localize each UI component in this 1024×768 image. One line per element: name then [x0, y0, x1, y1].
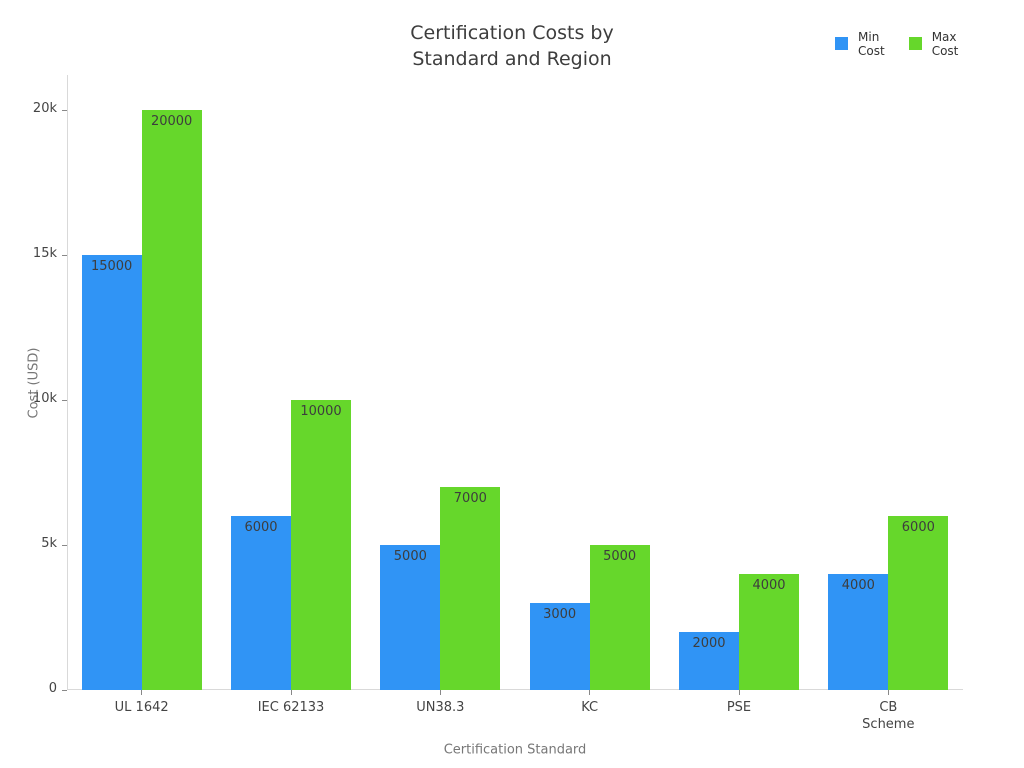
x-tick-mark: [290, 690, 292, 695]
x-tick-mark: [738, 690, 740, 695]
plot-area: 0 5k 10k 15k 20k UL 1642 IEC 62133 UN38.3 KC PSE C…: [33, 75, 963, 732]
x-tick-mark: [589, 690, 591, 695]
y-tick-mark: [62, 254, 67, 256]
x-tick-label-iec-62133: IEC 62133: [221, 699, 361, 716]
x-tick-label-line: UL 1642: [114, 700, 169, 715]
x-tick-label-pse: PSE: [669, 699, 809, 716]
bar-value-label: 2000: [692, 636, 726, 651]
x-tick-label-line: PSE: [726, 700, 752, 715]
y-tick-mark: [62, 544, 67, 546]
chart-title-line-1: Certification Costs by: [410, 22, 614, 44]
x-tick-mark: [887, 690, 889, 695]
legend-swatch-icon: [908, 37, 922, 50]
bar-value-label: 10000: [300, 404, 342, 419]
legend-swatch-icon: [835, 37, 848, 50]
bar-value-label: 4000: [752, 578, 786, 593]
legend-label: Min Cost: [858, 30, 885, 58]
bar-value-label: 20000: [150, 114, 193, 129]
bar-value-label: 6000: [901, 520, 935, 535]
bar-max-cost-un38-3: 7000: [440, 487, 501, 690]
x-tick-label-kc: KC: [520, 699, 660, 716]
bar-max-cost-cb-scheme: 6000: [888, 516, 949, 690]
x-tick-label-cb-scheme: CB Scheme: [818, 699, 958, 733]
y-tick-label: 15k: [32, 246, 57, 261]
y-tick-mark: [62, 109, 67, 111]
bar-value-label: 7000: [453, 491, 487, 506]
y-tick-label: 5k: [41, 536, 57, 551]
bar-value-label: 3000: [543, 607, 577, 622]
legend-item-min-cost[interactable]: Min Cost: [835, 30, 885, 58]
y-tick-label: 20k: [32, 101, 57, 116]
chart-title: Certification Costs by Standard and Regi…: [0, 20, 1024, 72]
x-tick-label-ul-1642: UL 1642: [72, 699, 212, 716]
bar-min-cost-cb-scheme: 4000: [828, 574, 889, 690]
chart-title-line-2: Standard and Region: [412, 48, 612, 70]
bar-min-cost-un38-3: 5000: [380, 545, 441, 690]
y-tick-mark: [62, 399, 67, 401]
x-tick-label-un38-3: UN38.3: [370, 699, 510, 716]
y-tick-mark: [62, 689, 67, 691]
legend-label: Max Cost: [932, 30, 959, 58]
bar-max-cost-iec-62133: 10000: [291, 400, 351, 690]
legend: Min Cost Max Cost: [835, 30, 958, 58]
x-tick-mark: [141, 690, 143, 695]
y-axis-line: [67, 75, 68, 690]
bar-max-cost-ul-1642: 20000: [141, 110, 202, 690]
x-tick-label-line: Scheme: [862, 717, 915, 732]
bar-min-cost-ul-1642: 15000: [81, 255, 142, 690]
bar-max-cost-pse: 4000: [739, 574, 799, 690]
bar-min-cost-pse: 2000: [679, 632, 739, 690]
bar-max-cost-kc: 5000: [589, 545, 650, 690]
y-tick-label: 10k: [32, 391, 57, 406]
legend-label-line: Cost: [931, 44, 959, 58]
x-axis-title: Certification Standard: [443, 742, 587, 758]
bar-value-label: 6000: [244, 520, 278, 535]
legend-item-max-cost[interactable]: Max Cost: [908, 30, 959, 58]
x-tick-mark: [439, 690, 441, 695]
bar-min-cost-iec-62133: 6000: [231, 516, 291, 690]
bar-value-label: 4000: [841, 578, 875, 593]
legend-label-line: Cost: [858, 44, 885, 58]
y-axis-title: Cost (USD): [26, 347, 42, 419]
y-tick-label: 0: [48, 681, 57, 696]
x-tick-label-line: KC: [581, 700, 599, 715]
legend-label-line: Max: [931, 30, 957, 44]
bar-min-cost-kc: 3000: [529, 603, 590, 690]
bar-value-label: 5000: [393, 549, 427, 564]
bar-value-label: 5000: [603, 549, 637, 564]
bar-value-label: 15000: [90, 259, 133, 274]
x-tick-label-line: IEC 62133: [257, 700, 325, 715]
x-tick-label-line: UN38.3: [416, 700, 465, 715]
legend-label-line: Min: [858, 30, 880, 44]
x-tick-label-line: CB: [879, 700, 898, 715]
x-axis-line: [67, 689, 963, 690]
